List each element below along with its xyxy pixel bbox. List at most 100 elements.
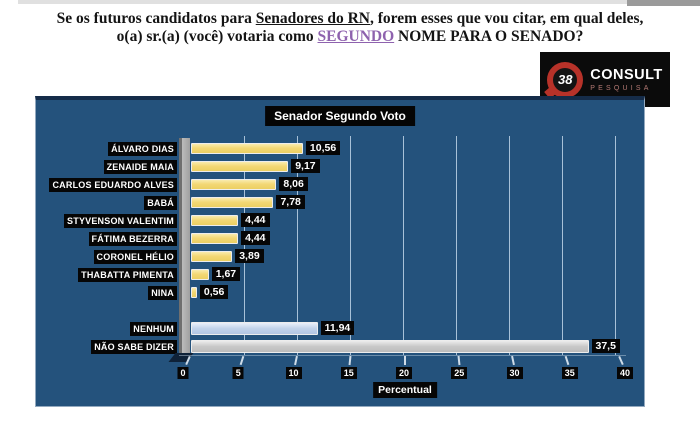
tick-mark-35 (564, 355, 570, 366)
gridline-35 (562, 136, 563, 355)
category-cell: CORONEL HÉLIO (36, 247, 177, 265)
bar (191, 321, 318, 335)
logo-name: CONSULT (590, 66, 663, 83)
category-label: BABÁ (144, 196, 177, 210)
tick-label-10: 10 (285, 367, 302, 379)
tick-label-35: 35 (561, 367, 578, 379)
survey-question: Se os futuros candidatos para Senadores … (0, 10, 700, 45)
bar-value-label: 9,17 (291, 159, 320, 173)
gridline-40 (615, 136, 616, 355)
question-line1-post: , forem esses que vou citar, em qual del… (369, 10, 644, 27)
question-line1-pre: Se os futuros candidatos para (56, 10, 256, 27)
bar-cell: 4,44 (191, 213, 270, 227)
bar-row: ZENAIDE MAIA 9,17 (36, 157, 644, 175)
tick-mark-40 (618, 355, 624, 366)
top-edge-strip (18, 0, 694, 4)
category-cell: ZENAIDE MAIA (36, 157, 177, 175)
chart-title: Senador Segundo Voto (265, 106, 415, 126)
gridline-30 (509, 136, 510, 355)
bar-value-label: 4,44 (241, 231, 270, 245)
category-label: ÁLVARO DIAS (108, 142, 177, 156)
tick-label-40: 40 (616, 367, 634, 379)
tick-label-30: 30 (506, 367, 523, 379)
bar-value-label: 10,56 (305, 141, 341, 155)
bar-cell: 1,67 (191, 267, 241, 281)
category-cell: THABATTA PIMENTA (36, 265, 177, 283)
category-label: CORONEL HÉLIO (93, 250, 177, 264)
chart-panel: Senador Segundo Voto ÁLVARO DIAS 10,56 ZEN… (35, 96, 645, 407)
category-label: NÃO SABE DIZER (91, 340, 177, 354)
logo-subtitle: PESQUISA (590, 84, 652, 92)
bar-value-label: 3,89 (235, 249, 264, 263)
logo-badge-number: 38 (558, 72, 573, 87)
bar (191, 160, 289, 172)
gridline-20 (403, 136, 404, 355)
question-line2-post: NOME PARA O SENADO? (394, 27, 584, 45)
category-cell: STYVENSON VALENTIM (36, 211, 177, 229)
bar-row: FÁTIMA BEZERRA 4,44 (36, 229, 644, 247)
bar-cell: 3,89 (191, 249, 264, 263)
bar (191, 178, 277, 190)
bar-row: NÃO SABE DIZER 37,5 (36, 337, 644, 355)
category-label: ZENAIDE MAIA (103, 160, 177, 174)
gridline-15 (350, 136, 351, 355)
bar (191, 250, 233, 262)
category-cell: NÃO SABE DIZER (36, 337, 177, 355)
tick-label-25: 25 (451, 367, 468, 379)
tick-mark-25 (457, 355, 461, 366)
bar-cell: 11,94 (191, 321, 355, 335)
bar-cell: 10,56 (191, 141, 341, 155)
category-label: NINA (148, 286, 177, 300)
tick-mark-10 (294, 355, 299, 366)
gridline-5 (244, 136, 245, 355)
bar-cell: 9,17 (191, 159, 320, 173)
bar-row: BABÁ 7,78 (36, 193, 644, 211)
bar-value-label: 37,5 (591, 339, 620, 353)
bar-value-label: 7,78 (276, 195, 305, 209)
bar-value-label: 1,67 (211, 267, 241, 281)
bar-row: STYVENSON VALENTIM 4,44 (36, 211, 644, 229)
tick-mark-5 (239, 355, 245, 366)
tick-mark-0 (185, 355, 191, 366)
bar-row: ÁLVARO DIAS 10,56 (36, 139, 644, 157)
category-cell: ÁLVARO DIAS (36, 139, 177, 157)
tick-label-15: 15 (340, 367, 357, 379)
tick-label-20: 20 (395, 367, 413, 379)
bar-value-label: 4,44 (241, 213, 270, 227)
bar-cell: 0,56 (191, 285, 229, 299)
bar-cell: 37,5 (191, 339, 620, 353)
bar-row: CARLOS EDUARDO ALVES 8,06 (36, 175, 644, 193)
gridline-25 (456, 136, 457, 355)
axis-wall-3d (179, 138, 190, 356)
tick-mark-30 (510, 355, 515, 366)
bar-cell: 8,06 (191, 177, 308, 191)
bar-cell: 7,78 (191, 195, 305, 209)
question-line2-underlined: SEGUNDO (317, 27, 395, 45)
category-label: THABATTA PIMENTA (78, 268, 177, 282)
tick-mark-15 (348, 355, 352, 366)
category-cell: FÁTIMA BEZERRA (36, 229, 177, 247)
x-axis-title: Percentual (373, 382, 437, 398)
tick-label-0: 0 (177, 367, 189, 379)
bar (191, 196, 274, 208)
category-label: NENHUM (130, 322, 177, 336)
plot-area: ÁLVARO DIAS 10,56 ZENAIDE MAIA 9,17 CARLOS E… (36, 136, 644, 356)
bar-value-label: 0,56 (199, 285, 229, 299)
bar (191, 339, 589, 353)
top-edge-strip-right (627, 0, 700, 6)
bar (191, 286, 197, 298)
category-cell: CARLOS EDUARDO ALVES (36, 175, 177, 193)
question-line1-underlined: Senadores do RN (255, 10, 370, 27)
category-cell: BABÁ (36, 193, 177, 211)
bar-row: NINA 0,56 (36, 283, 644, 301)
bar-value-label: 8,06 (279, 177, 308, 191)
bar-row: CORONEL HÉLIO 3,89 (36, 247, 644, 265)
bar-row: NENHUM 11,94 (36, 319, 644, 337)
x-axis: Percentual 0 5 10 15 20 25 30 35 40 (36, 355, 644, 407)
bar (191, 142, 303, 154)
category-cell: NINA (36, 283, 177, 301)
question-line2-pre: o(a) sr.(a) (você) votaria como (116, 27, 318, 45)
logo-38-badge-icon: 38 (547, 61, 584, 98)
bar-value-label: 11,94 (320, 321, 355, 335)
bar-cell: 4,44 (191, 231, 270, 245)
